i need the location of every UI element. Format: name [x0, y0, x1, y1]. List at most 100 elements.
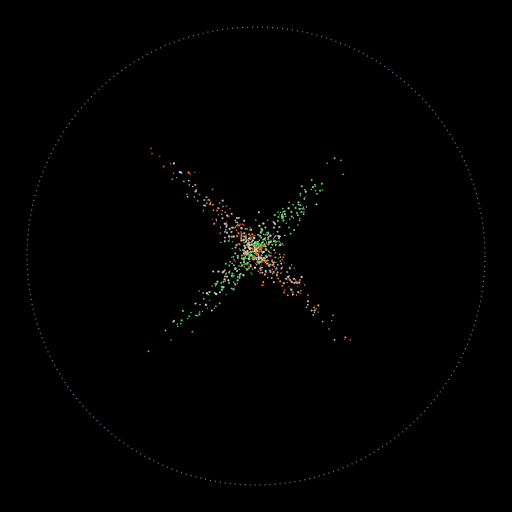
particle [312, 314, 315, 316]
particle [202, 210, 204, 212]
particle [253, 250, 256, 253]
particle [289, 288, 292, 291]
particle [296, 214, 299, 217]
particle [213, 307, 215, 309]
particle [272, 263, 275, 265]
particle [268, 255, 271, 257]
particle [225, 221, 228, 224]
particle [173, 319, 175, 322]
particle [236, 282, 239, 285]
particle [209, 201, 212, 204]
particle [225, 273, 227, 276]
particle [294, 206, 297, 209]
particle [222, 280, 225, 283]
particle [223, 236, 226, 239]
particle [229, 270, 231, 272]
particle [243, 265, 246, 268]
particle [269, 234, 272, 237]
particle [286, 270, 289, 274]
particles [147, 147, 352, 353]
particle [189, 173, 192, 176]
particle [244, 236, 247, 239]
particle [249, 228, 252, 231]
particle [223, 240, 226, 243]
particle [240, 227, 242, 229]
particle [225, 226, 227, 228]
particle [236, 256, 239, 259]
particle [253, 249, 256, 252]
particle [240, 232, 242, 234]
particle [220, 288, 224, 291]
particle [265, 241, 267, 243]
particle [257, 245, 259, 248]
particle [252, 254, 255, 257]
particle [261, 228, 264, 231]
particle [198, 313, 201, 316]
particle [263, 243, 266, 246]
particle [240, 237, 242, 240]
particle [248, 265, 251, 268]
particle [231, 256, 233, 258]
particle [321, 320, 324, 323]
particle [172, 172, 175, 174]
particle [238, 243, 241, 246]
particle [269, 271, 272, 273]
particle [266, 276, 269, 279]
particle [228, 227, 231, 231]
particle [279, 253, 281, 255]
particle [267, 250, 270, 253]
particle [257, 211, 260, 214]
particle [299, 217, 301, 220]
particle [260, 250, 263, 252]
particle [235, 217, 238, 219]
particle [272, 270, 275, 274]
particle [188, 184, 191, 186]
particle [253, 236, 256, 240]
particle [233, 258, 236, 261]
particle [249, 226, 252, 229]
particle [257, 234, 260, 236]
particle [235, 244, 238, 247]
particle [291, 264, 293, 266]
particle [260, 254, 263, 257]
particle [202, 292, 205, 294]
particle [218, 291, 222, 294]
particle [302, 213, 305, 216]
particle [315, 192, 318, 195]
particle [179, 322, 182, 325]
particle [250, 272, 252, 274]
particle [238, 224, 241, 227]
particle [238, 233, 240, 235]
particle [262, 222, 265, 225]
particle [293, 281, 296, 285]
particle [236, 221, 239, 223]
particle [262, 241, 264, 243]
particle [231, 247, 234, 250]
particle [228, 264, 231, 267]
particle [295, 294, 298, 296]
particle [299, 192, 302, 195]
particle [227, 271, 231, 274]
particle [300, 208, 302, 210]
particle [225, 231, 229, 234]
particle [304, 196, 306, 198]
particle [255, 253, 258, 257]
particle [223, 269, 226, 272]
particle [232, 264, 236, 267]
particle [241, 254, 244, 256]
particle [343, 338, 346, 340]
particle [264, 237, 266, 239]
particle [300, 275, 303, 279]
particle [263, 284, 265, 286]
particle [310, 179, 313, 181]
particle [158, 155, 161, 157]
particle [225, 205, 228, 207]
particle [234, 252, 237, 255]
particle [278, 240, 280, 242]
particle [244, 262, 248, 265]
particle [282, 256, 285, 259]
particle [242, 258, 244, 260]
particle [279, 211, 282, 214]
particle [276, 274, 278, 277]
particle [251, 257, 254, 260]
